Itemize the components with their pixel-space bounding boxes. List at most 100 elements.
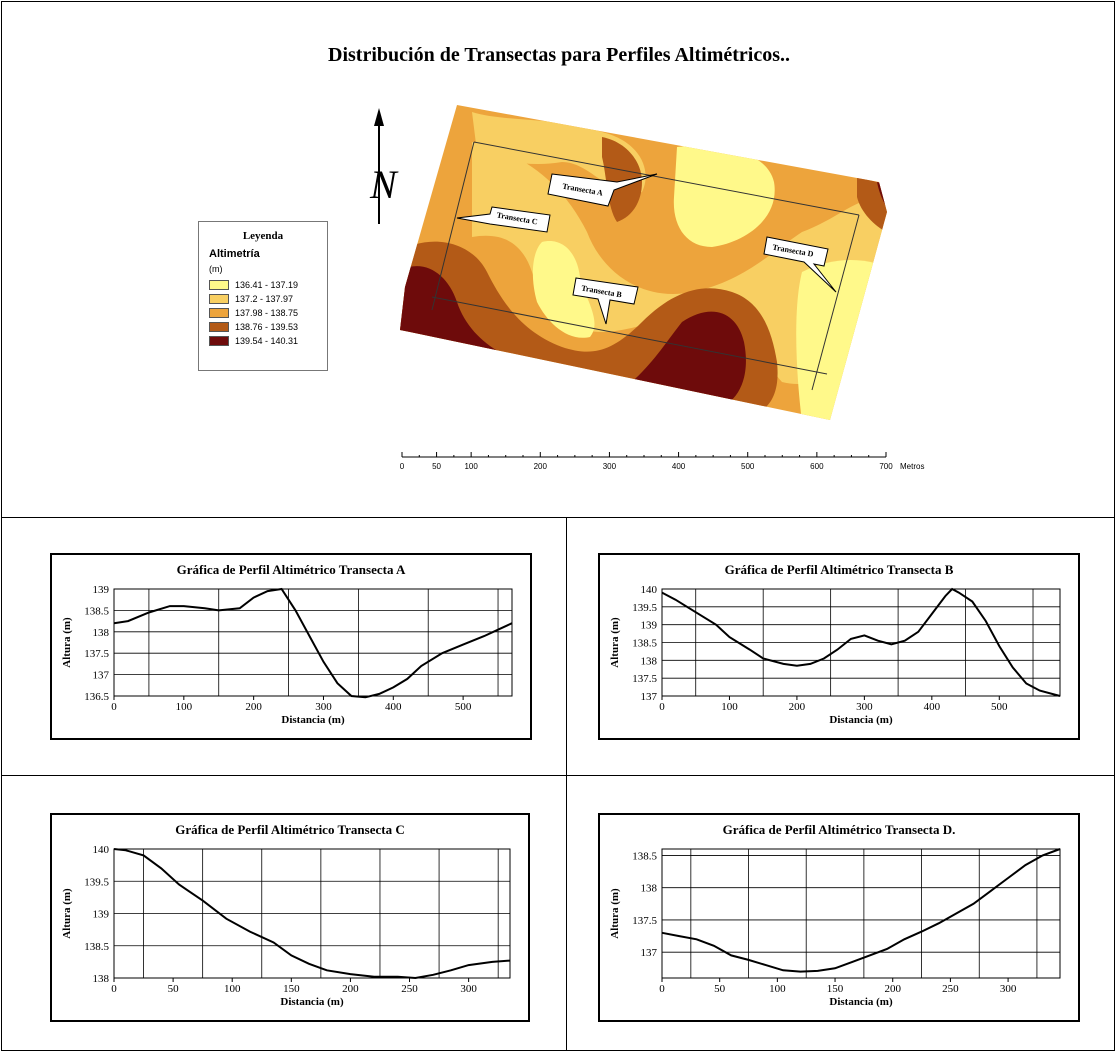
x-tick-label: 300 [460, 983, 477, 995]
y-tick-label: 137 [93, 670, 110, 682]
plot-area [661, 848, 1061, 979]
legend-item-label: 137.98 - 138.75 [235, 308, 299, 318]
transect-lines [431, 141, 860, 391]
scale-tick-label: 700 [879, 462, 893, 471]
x-axis-label: Distancia (m) [281, 714, 345, 726]
y-tick-label: 137 [641, 691, 658, 703]
y-tick-label: 139 [93, 909, 110, 921]
profile-chart-b: Gráfica de Perfil Altimétrico Transecta … [598, 553, 1080, 740]
profile-panel-c: Gráfica de Perfil Altimétrico Transecta … [1, 775, 567, 1051]
x-tick-label: 50 [168, 983, 180, 995]
x-tick-label: 300 [1000, 983, 1017, 995]
legend-item-label: 138.76 - 139.53 [235, 322, 299, 332]
y-tick-label: 138 [641, 883, 658, 895]
map-svg: N [369, 105, 924, 471]
y-tick-label: 138.5 [84, 605, 109, 617]
map-title: Distribución de Transectas para Perfiles… [328, 44, 790, 66]
y-tick-label: 139 [93, 584, 110, 596]
y-axis-label: Altura (m) [61, 888, 73, 939]
legend-subtitle: Altimetría [209, 248, 260, 260]
map-panel: Distribución de Transectas para Perfiles… [1, 1, 1115, 518]
profile-line [113, 587, 513, 699]
elevation-map [400, 105, 887, 420]
legend-swatch [209, 280, 229, 290]
x-tick-label: 150 [283, 983, 300, 995]
profile-chart-c: Gráfica de Perfil Altimétrico Transecta … [50, 813, 530, 1022]
profile-chart-svg: Gráfica de Perfil Altimétrico Transecta … [609, 562, 1061, 726]
x-tick-label: 250 [401, 983, 418, 995]
scale-bar: 0 50 100 200 300 400 500 600 700 Metros [400, 452, 924, 471]
transect-callout-d: Transecta D [763, 236, 837, 293]
x-axis-label: Distancia (m) [280, 996, 344, 1008]
chart-title: Gráfica de Perfil Altimétrico Transecta … [725, 562, 954, 577]
legend-swatch [209, 336, 229, 346]
y-tick-label: 138 [93, 627, 110, 639]
y-axis-label: Altura (m) [61, 617, 73, 668]
y-tick-label: 139.5 [632, 602, 657, 614]
x-tick-label: 150 [827, 983, 844, 995]
scale-tick-label: 500 [741, 462, 755, 471]
legend-swatch [209, 294, 229, 304]
profile-chart-svg: Gráfica de Perfil Altimétrico Transecta … [609, 822, 1061, 1008]
legend-unit: (m) [209, 264, 223, 274]
y-tick-label: 140 [93, 844, 110, 856]
scale-tick-label: 100 [464, 462, 478, 471]
x-tick-label: 0 [659, 701, 665, 713]
scale-tick-label: 600 [810, 462, 824, 471]
scale-tick-label: 400 [672, 462, 686, 471]
x-tick-label: 500 [991, 701, 1008, 713]
legend-item: 137.2 - 137.97 [209, 292, 327, 306]
x-tick-label: 100 [769, 983, 786, 995]
transect-callout-b: Transecta B [572, 277, 639, 325]
x-tick-label: 200 [342, 983, 359, 995]
x-tick-label: 200 [789, 701, 806, 713]
x-tick-label: 0 [659, 983, 665, 995]
legend-item: 137.98 - 138.75 [209, 306, 327, 320]
y-tick-label: 138 [641, 655, 658, 667]
y-tick-label: 139 [641, 620, 658, 632]
scale-tick-label: 300 [603, 462, 617, 471]
y-tick-label: 138.5 [632, 638, 657, 650]
x-tick-label: 100 [176, 701, 193, 713]
x-tick-label: 300 [856, 701, 873, 713]
x-tick-label: 100 [721, 701, 738, 713]
transect-callout-a: Transecta A [547, 173, 658, 207]
y-tick-label: 137.5 [84, 648, 109, 660]
profile-line [661, 848, 1061, 973]
y-tick-label: 138 [93, 973, 110, 985]
x-tick-label: 200 [884, 983, 901, 995]
y-tick-label: 137.5 [632, 915, 657, 927]
north-label: N [369, 162, 399, 207]
y-axis-label: Altura (m) [609, 617, 621, 668]
x-tick-label: 400 [385, 701, 402, 713]
y-tick-label: 136.5 [84, 691, 109, 703]
legend-item-label: 136.41 - 137.19 [235, 280, 299, 290]
profile-panel-a: Gráfica de Perfil Altimétrico Transecta … [1, 517, 567, 776]
legend-swatch [209, 308, 229, 318]
x-tick-label: 0 [111, 983, 117, 995]
y-tick-label: 140 [641, 584, 658, 596]
profile-line [661, 587, 1061, 697]
x-tick-label: 400 [924, 701, 941, 713]
profile-panel-b: Gráfica de Perfil Altimétrico Transecta … [566, 517, 1115, 776]
legend-item-label: 137.2 - 137.97 [235, 294, 294, 304]
legend-swatch [209, 322, 229, 332]
x-tick-label: 200 [245, 701, 262, 713]
x-axis-label: Distancia (m) [829, 714, 893, 726]
scale-tick-label: 0 [400, 462, 405, 471]
x-tick-label: 500 [455, 701, 472, 713]
y-tick-label: 137 [641, 947, 658, 959]
transect-callout-c: Transecta C [456, 206, 551, 233]
legend-item-label: 139.54 - 140.31 [235, 336, 299, 346]
x-tick-label: 50 [714, 983, 726, 995]
legend-item: 139.54 - 140.31 [209, 334, 327, 348]
chart-title: Gráfica de Perfil Altimétrico Transecta … [177, 562, 406, 577]
scale-tick-label: 200 [534, 462, 548, 471]
profile-chart-svg: Gráfica de Perfil Altimétrico Transecta … [61, 562, 513, 726]
legend-title: Leyenda [242, 230, 284, 242]
legend-item: 136.41 - 137.19 [209, 278, 327, 292]
profile-chart-svg: Gráfica de Perfil Altimétrico Transecta … [61, 822, 511, 1008]
chart-title: Gráfica de Perfil Altimétrico Transecta … [723, 822, 956, 837]
chart-title: Gráfica de Perfil Altimétrico Transecta … [175, 822, 404, 837]
profile-panel-d: Gráfica de Perfil Altimétrico Transecta … [566, 775, 1115, 1051]
